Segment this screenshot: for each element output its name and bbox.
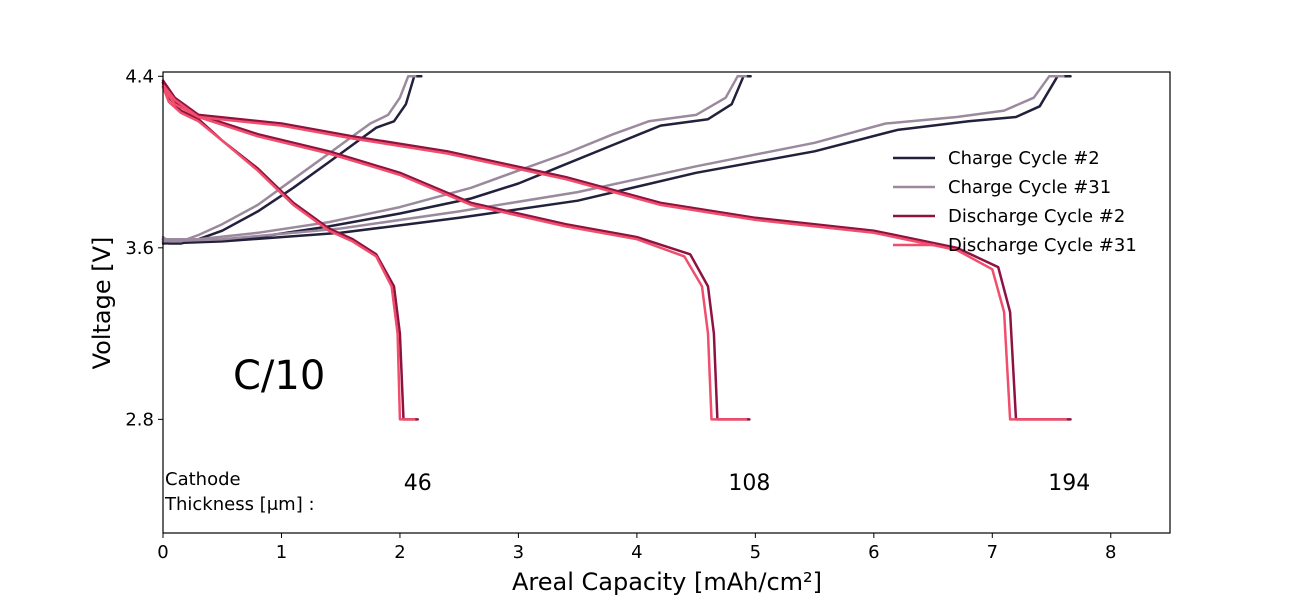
x-tick-label: 7: [987, 542, 998, 563]
thickness-label: 194: [1048, 471, 1090, 496]
legend: Charge Cycle #2 Charge Cycle #31 Discharge…: [893, 148, 1137, 256]
x-tick-label: 3: [513, 542, 524, 563]
cathode-label-line2: Thickness [μm] :: [164, 494, 315, 515]
x-tick-label: 4: [631, 542, 642, 563]
series-layer: [161, 75, 1072, 421]
x-tick-label: 5: [750, 542, 761, 563]
thickness-label: 46: [404, 471, 432, 496]
legend-label: Discharge Cycle #2: [948, 206, 1125, 227]
x-tick-label: 8: [1105, 542, 1116, 563]
series-1-curve-1: [161, 75, 748, 241]
series-2-curve-2: [161, 79, 1072, 421]
y-axis-label: Voltage [V]: [88, 237, 116, 370]
x-tick-label: 2: [394, 542, 405, 563]
x-tick-label: 0: [157, 542, 168, 563]
series-3-curve-0: [161, 85, 416, 421]
legend-label: Charge Cycle #2: [948, 148, 1100, 169]
series-1-curve-2: [161, 75, 1065, 243]
y-axis-ticks: 2.8 3.6 4.4: [125, 66, 163, 430]
plot-frame: [162, 71, 1171, 534]
plot-area: [163, 72, 1170, 533]
x-axis-ticks: 0 1 2 3 4 5 6 7 8: [157, 533, 1116, 563]
rate-label: C/10: [233, 353, 325, 399]
x-tick-label: 6: [868, 542, 879, 563]
y-tick-label: 3.6: [125, 238, 154, 259]
series-3-curve-2: [161, 83, 1067, 421]
legend-label: Charge Cycle #31: [948, 177, 1111, 198]
thickness-label: 108: [728, 471, 770, 496]
series-3-curve-1: [161, 85, 748, 421]
cathode-label-line1: Cathode: [165, 469, 241, 490]
legend-label: Discharge Cycle #31: [948, 235, 1137, 256]
x-axis-label: Areal Capacity [mAh/cm²]: [512, 568, 822, 596]
thickness-labels: 46 108 194: [404, 471, 1091, 496]
y-tick-label: 2.8: [125, 409, 154, 430]
x-tick-label: 1: [276, 542, 287, 563]
y-tick-label: 4.4: [125, 66, 154, 87]
series-2-curve-0: [161, 81, 419, 421]
